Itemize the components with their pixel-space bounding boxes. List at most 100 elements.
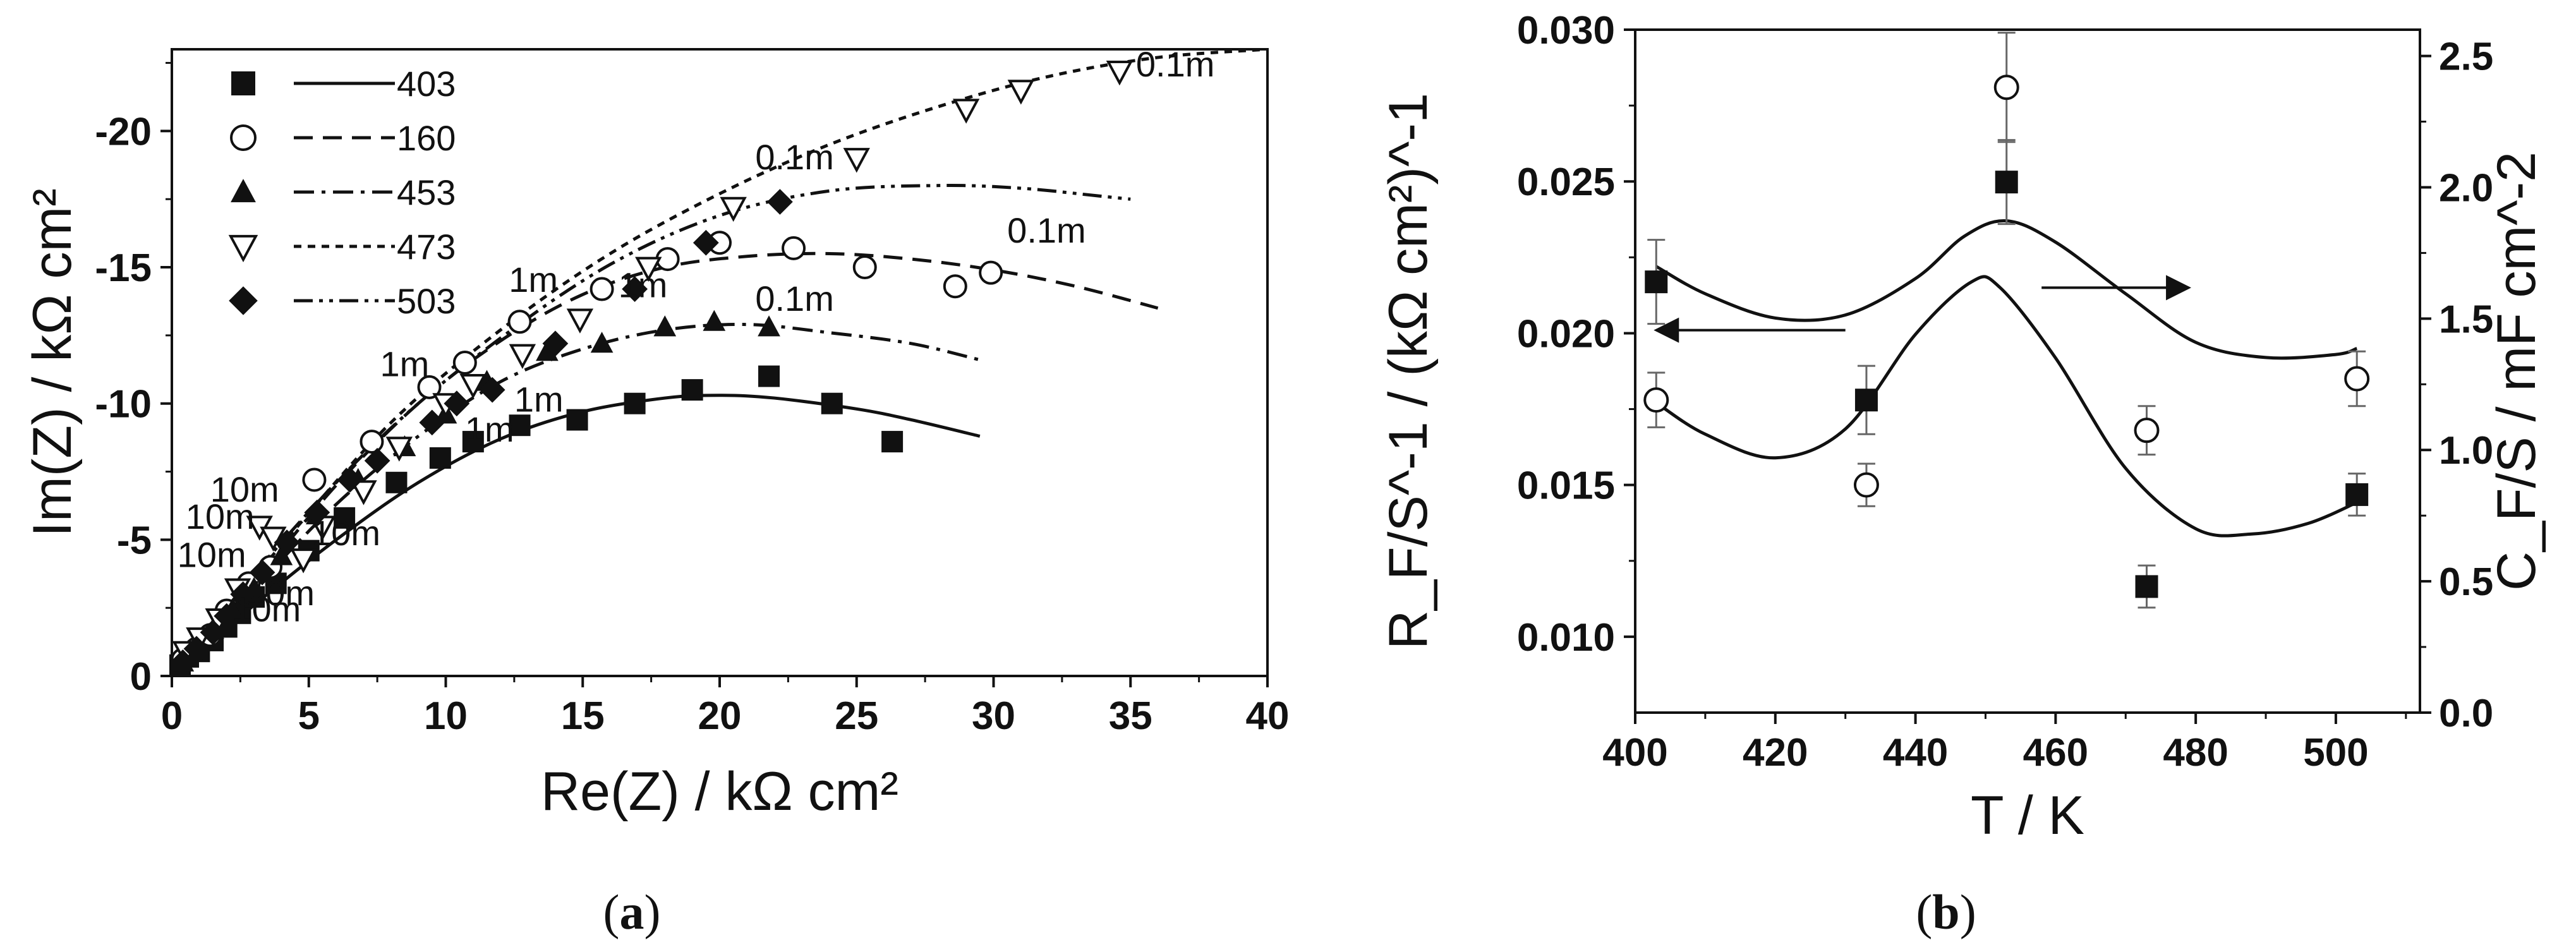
- point-503: [542, 330, 569, 357]
- point-473: [1007, 80, 1035, 105]
- panel-a-plot-frame: [171, 48, 1269, 677]
- point-473: [843, 148, 870, 173]
- fit-line-473: [172, 49, 1267, 676]
- fit-left-curve: [1655, 219, 2358, 360]
- panel-b-tag: (b): [1916, 884, 1976, 939]
- point-473: [385, 437, 413, 462]
- y-tick-label: -5: [117, 519, 152, 562]
- point-160: [782, 236, 806, 260]
- panel-a-fit-lines: [172, 49, 1267, 676]
- point-403: [509, 414, 531, 437]
- point-503: [419, 409, 445, 436]
- point-c-f-s: [1645, 270, 1668, 294]
- point-160: [590, 277, 614, 301]
- point-503: [304, 499, 330, 526]
- point-403: [334, 507, 356, 529]
- frequency-annotation: 1m: [380, 344, 429, 384]
- frequency-annotation: 10m: [210, 469, 279, 509]
- fit-right-curve: [1655, 275, 2358, 538]
- fit-line-453: [172, 323, 981, 676]
- legend-marker-453: [231, 179, 256, 203]
- x-tick-label: 35: [1109, 694, 1152, 738]
- y-tick-label: -20: [95, 110, 152, 154]
- point-403: [462, 431, 484, 453]
- point-503: [249, 559, 275, 586]
- legend-label-453: 453: [397, 172, 456, 212]
- point-403: [821, 392, 843, 414]
- point-403: [681, 379, 703, 401]
- point-503: [230, 581, 257, 608]
- x-tick-label: 10: [424, 694, 468, 738]
- point-403: [429, 447, 451, 469]
- panel-b-temperature-chart: 400 420 440 460 480 500 0.010 0.015 0.020 0.025 0.…: [1378, 9, 2547, 939]
- panel-b-plot-frame: [1634, 28, 2421, 714]
- point-403: [881, 431, 904, 453]
- x-tick-label: 5: [298, 694, 320, 738]
- point-473: [509, 344, 536, 369]
- panel-b-data-points: [1643, 32, 2370, 609]
- legend-marker-503: [229, 286, 258, 315]
- x-tick-label: 400: [1602, 731, 1667, 775]
- point-473: [720, 196, 747, 222]
- x-tick-label: 25: [835, 694, 878, 738]
- frequency-annotation: 0.1m: [755, 279, 834, 318]
- x-tick-label: 460: [2023, 731, 2088, 775]
- panel-b-axes: 400 420 440 460 480 500 0.010 0.015 0.020 0.025 0.…: [1517, 9, 2493, 775]
- x-tick-label: 15: [561, 694, 605, 738]
- fit-line-503: [172, 184, 1131, 676]
- frequency-annotation: 0.1m: [755, 137, 834, 177]
- frequency-annotation: 1m: [509, 260, 558, 299]
- right-y-tick-label: 1.5: [2439, 298, 2493, 341]
- left-y-tick-label: 0.025: [1517, 160, 1615, 204]
- point-503: [622, 276, 648, 302]
- point-c-f-s: [1854, 389, 1878, 412]
- x-tick-label: 0: [161, 694, 183, 738]
- panel-b-fit-lines: [1655, 219, 2358, 538]
- panel-a-axes: 0 5 10 15 20 25 30 35 40 0 -5 -10 -15 -20: [95, 48, 1290, 738]
- point-453: [590, 332, 614, 353]
- x-tick-label: 20: [698, 694, 742, 738]
- y-tick-label: -15: [95, 246, 152, 290]
- right-y-tick-label: 2.5: [2439, 35, 2493, 79]
- point-r-f-s-1: [1993, 75, 2019, 100]
- point-503: [274, 529, 300, 556]
- right-y-tick-label: 1.0: [2439, 429, 2493, 473]
- point-160: [452, 351, 477, 375]
- legend-label-503: 503: [397, 281, 456, 321]
- x-tick-label: 420: [1743, 731, 1808, 775]
- point-160: [507, 310, 532, 334]
- panel-b-arrows: [1654, 275, 2192, 343]
- point-453: [536, 340, 559, 361]
- point-c-f-s: [2345, 483, 2369, 506]
- panel-a-x-axis-label: Re(Z) / kΩ cm²: [541, 761, 898, 822]
- legend-marker-473: [228, 234, 258, 263]
- point-503: [479, 377, 505, 403]
- frequency-annotation: 10m: [178, 534, 246, 574]
- point-403: [385, 471, 408, 493]
- frequency-annotation: 10m: [311, 513, 380, 553]
- right-y-tick-label: 2.0: [2439, 166, 2493, 210]
- panel-a-legend: 403 160 453 473 503: [228, 64, 456, 321]
- point-503: [692, 229, 719, 256]
- point-473: [635, 256, 662, 282]
- y-tick-label: 0: [130, 655, 152, 699]
- left-y-tick-label: 0.010: [1517, 616, 1615, 660]
- frequency-annotation: 10m: [232, 589, 301, 629]
- fit-line-160: [172, 251, 1159, 676]
- point-453: [703, 310, 726, 331]
- x-tick-label: 40: [1246, 694, 1290, 738]
- point-473: [350, 480, 377, 505]
- point-503: [766, 189, 793, 215]
- point-503: [183, 636, 210, 662]
- point-403: [624, 392, 646, 414]
- point-473: [289, 548, 317, 574]
- x-tick-label: 30: [972, 694, 1015, 738]
- frequency-annotation: 10m: [186, 497, 255, 536]
- x-tick-label: 440: [1883, 731, 1948, 775]
- panel-a-data-points: [169, 61, 1134, 676]
- point-c-f-s: [1995, 171, 2018, 194]
- y-tick-label: -10: [95, 383, 152, 426]
- point-473: [459, 374, 487, 399]
- frequency-annotation: 1m: [514, 380, 564, 419]
